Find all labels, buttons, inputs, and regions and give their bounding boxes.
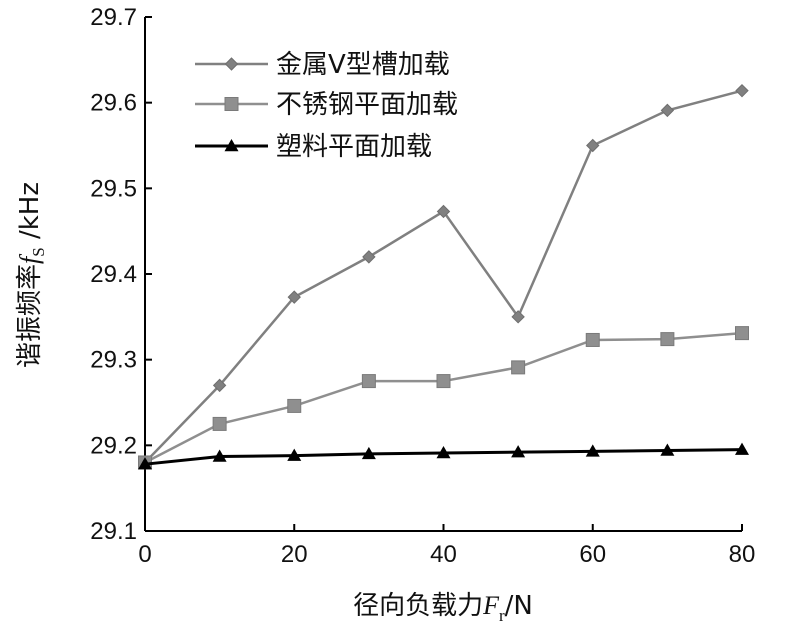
y-tick-label: 29.1 [90, 518, 137, 545]
data-point-diamond [287, 290, 301, 304]
series-3 [138, 442, 749, 470]
x-tick-label: 60 [579, 541, 606, 568]
data-point-diamond [660, 103, 675, 118]
y-tick-label: 29.6 [90, 90, 137, 117]
axes: 29.1 29.2 29.3 29.4 29.5 29.6 29.7 0 20 40 60 80 [90, 4, 755, 568]
legend-label: 不锈钢平面加载 [276, 90, 458, 120]
data-point-triangle [138, 457, 152, 470]
data-point-square [212, 416, 227, 431]
data-point-diamond [362, 250, 376, 264]
data-point-diamond [735, 83, 749, 98]
data-point-triangle [436, 446, 451, 459]
legend-entry: 金属V型槽加载 [195, 50, 450, 80]
data-point-square [436, 374, 451, 389]
y-tick-label: 29.4 [90, 261, 137, 288]
data-point-diamond [436, 204, 451, 219]
data-point-square [361, 374, 376, 389]
data-point-square [224, 97, 239, 111]
series-layer [138, 83, 749, 470]
data-point-square [585, 332, 600, 347]
legend-label: 金属V型槽加载 [276, 50, 450, 80]
legend-label: 塑料平面加载 [276, 132, 432, 162]
data-point-diamond [224, 57, 239, 71]
data-point-diamond [586, 138, 600, 153]
data-point-triangle [224, 139, 239, 152]
data-point-triangle [212, 449, 227, 462]
legend-entry: 塑料平面加载 [195, 132, 432, 162]
data-point-triangle [511, 445, 526, 458]
y-tick-label: 29.5 [90, 175, 137, 202]
y-axis-title: 谐振频率fS /kHz [15, 182, 48, 368]
legend-entry: 不锈钢平面加载 [195, 90, 458, 120]
x-tick-label: 20 [281, 541, 308, 568]
x-tick-label: 40 [430, 541, 457, 568]
data-point-triangle [660, 443, 675, 456]
x-tick-label: 80 [729, 541, 756, 568]
series-2 [138, 326, 749, 470]
data-point-diamond [212, 378, 227, 393]
y-tick-label: 29.3 [90, 347, 137, 374]
y-tick-label: 29.7 [90, 4, 137, 31]
data-point-square [735, 326, 749, 341]
data-point-diamond [511, 310, 525, 324]
series-1 [138, 83, 749, 470]
data-point-square [287, 398, 302, 413]
data-point-triangle [735, 442, 749, 455]
series-line [144, 331, 743, 464]
data-point-triangle [287, 448, 302, 461]
data-point-square [511, 360, 526, 375]
data-point-triangle [585, 444, 600, 457]
data-point-square [660, 332, 675, 347]
x-tick-label: 0 [138, 541, 151, 568]
y-tick-label: 29.2 [90, 432, 137, 459]
x-axis-title: 径向负载力Fr/N [353, 591, 533, 625]
data-point-triangle [361, 446, 376, 460]
